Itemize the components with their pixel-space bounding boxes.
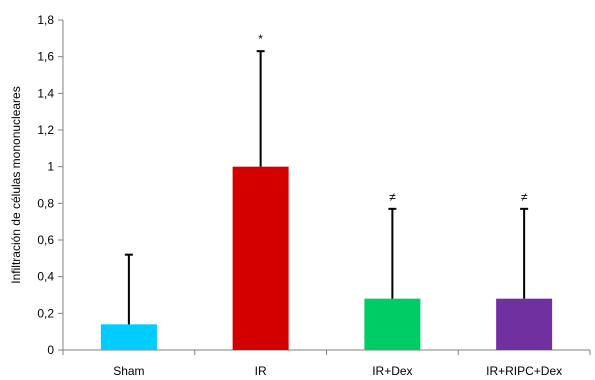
bar-ir [232, 166, 289, 350]
y-tick-label: 0,4 [37, 270, 54, 284]
significance-mark: * [258, 32, 263, 46]
y-tick-label: 0 [47, 343, 54, 357]
y-tick-label: 1,8 [37, 13, 54, 27]
x-tick-label: IR+Dex [372, 364, 412, 378]
x-tick-label: IR [255, 364, 267, 378]
bar-ir-ripc-dex [496, 298, 553, 350]
x-tick-label: Sham [113, 364, 144, 378]
y-axis: 0 0,2 0,4 0,6 0,8 1 1,2 1,4 1,6 1,8 [37, 13, 64, 357]
y-tick-label: 0,6 [37, 233, 54, 247]
y-tick-label: 1,6 [37, 50, 54, 64]
bar-sham [100, 324, 157, 350]
significance-mark: ≠ [521, 190, 528, 204]
x-axis: Sham IR IR+Dex IR+RIPC+Dex [62, 349, 591, 378]
significance-mark: ≠ [389, 190, 396, 204]
y-tick-label: 0,8 [37, 196, 54, 210]
y-tick-label: 0,2 [37, 306, 54, 320]
y-tick-label: 1,2 [37, 123, 54, 137]
error-bars [124, 50, 529, 325]
y-tick-label: 1 [47, 160, 54, 174]
significance-annotations: * ≠ ≠ [258, 32, 528, 204]
y-axis-title: Infiltración de células mononucleares [9, 86, 23, 283]
x-tick-label: IR+RIPC+Dex [486, 364, 562, 378]
bars [100, 166, 553, 350]
y-tick-label: 1,4 [37, 86, 54, 100]
bar-ir-dex [364, 298, 421, 350]
